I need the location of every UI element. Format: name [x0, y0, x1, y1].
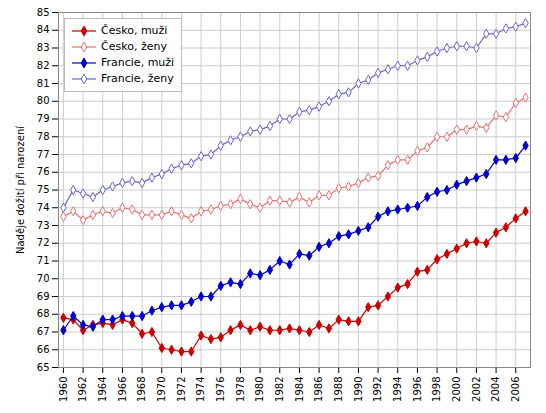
svg-text:80: 80 [37, 95, 50, 106]
html-text:Francie, muži: Francie, muži [101, 56, 175, 69]
svg-text:1988: 1988 [333, 377, 344, 402]
svg-text:79: 79 [37, 113, 50, 124]
svg-text:85: 85 [37, 7, 50, 18]
svg-text:74: 74 [37, 202, 50, 213]
svg-text:69: 69 [37, 291, 50, 302]
svg-text:1984: 1984 [294, 377, 305, 402]
svg-text:71: 71 [37, 255, 50, 266]
svg-text:1972: 1972 [176, 377, 187, 402]
svg-text:84: 84 [37, 24, 50, 35]
svg-text:1996: 1996 [412, 377, 423, 402]
svg-text:68: 68 [37, 308, 50, 319]
svg-text:1994: 1994 [392, 377, 403, 402]
svg-text:66: 66 [37, 344, 50, 355]
svg-text:1964: 1964 [97, 377, 108, 402]
svg-text:1970: 1970 [156, 377, 167, 402]
svg-text:82: 82 [37, 60, 50, 71]
svg-text:65: 65 [37, 362, 50, 373]
svg-text:1974: 1974 [195, 377, 206, 402]
svg-text:1992: 1992 [372, 377, 383, 402]
svg-text:76: 76 [37, 166, 50, 177]
svg-text:81: 81 [37, 78, 50, 89]
svg-text:75: 75 [37, 184, 50, 195]
svg-text:83: 83 [37, 42, 50, 53]
svg-text:1982: 1982 [274, 377, 285, 402]
svg-text:1990: 1990 [353, 377, 364, 402]
svg-text:73: 73 [37, 220, 50, 231]
html-text:Česko, muži: Česko, muži [101, 24, 168, 37]
svg-text:1978: 1978 [235, 377, 246, 402]
svg-text:Naděje dožití při narození: Naděje dožití při narození [15, 125, 26, 254]
svg-text:77: 77 [37, 149, 50, 160]
svg-text:1980: 1980 [254, 377, 265, 402]
svg-text:2002: 2002 [471, 377, 482, 402]
svg-text:72: 72 [37, 237, 50, 248]
svg-text:1976: 1976 [215, 377, 226, 402]
svg-text:1966: 1966 [117, 377, 128, 402]
svg-text:1960: 1960 [58, 377, 69, 402]
svg-text:70: 70 [37, 273, 50, 284]
svg-text:1968: 1968 [136, 377, 147, 402]
svg-text:1962: 1962 [77, 377, 88, 402]
svg-text:1986: 1986 [313, 377, 324, 402]
svg-text:2004: 2004 [490, 377, 501, 402]
svg-text:2000: 2000 [451, 377, 462, 402]
svg-text:2006: 2006 [510, 377, 521, 402]
svg-text:67: 67 [37, 326, 50, 337]
html-text:Česko, ženy: Česko, ženy [101, 40, 167, 53]
svg-text:1998: 1998 [431, 377, 442, 402]
svg-text:78: 78 [37, 131, 50, 142]
html-text:Francie, ženy: Francie, ženy [101, 72, 174, 85]
